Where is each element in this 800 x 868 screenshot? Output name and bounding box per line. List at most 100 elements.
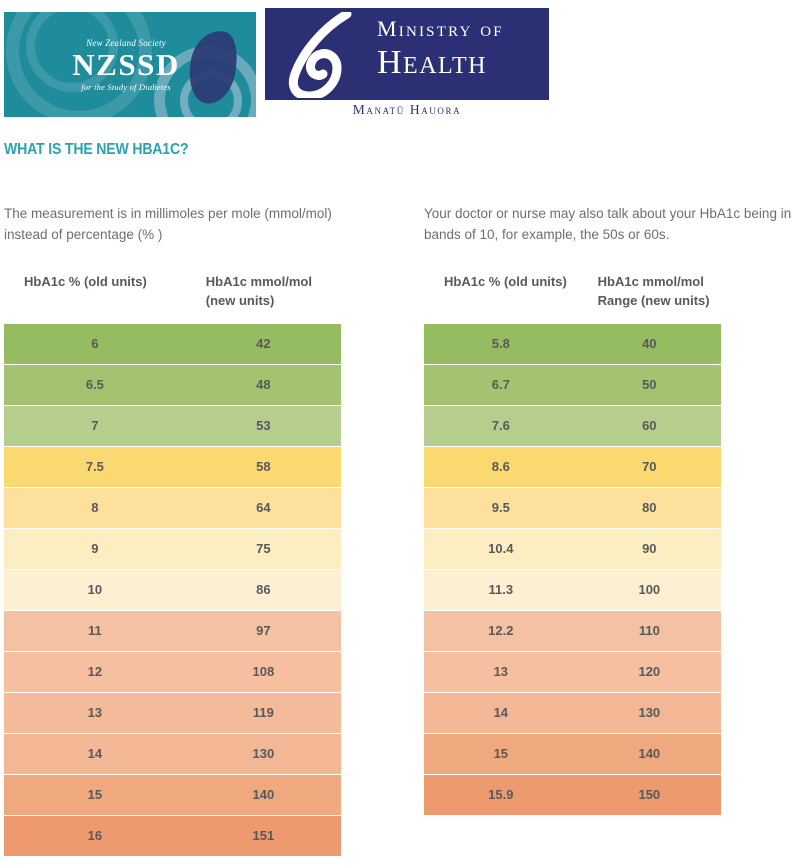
table-header-row: HbA1c % (old units) HbA1c mmol/mol Range… <box>424 258 721 324</box>
cell-old-units: 13 <box>424 651 578 693</box>
table-header-row: HbA1c % (old units) HbA1c mmol/mol (new … <box>4 258 341 324</box>
table-row: 13 120 <box>424 651 721 693</box>
table-row: 9 75 <box>4 528 341 570</box>
table-row: 16 151 <box>4 815 341 856</box>
cell-new-units: 70 <box>577 446 721 488</box>
page-title: WHAT IS THE NEW HBA1C? <box>4 141 189 158</box>
column-header-new-units: HbA1c mmol/mol (new units) <box>185 258 341 324</box>
table-row: 7.6 60 <box>424 405 721 447</box>
cell-old-units: 7 <box>4 405 186 447</box>
table-row: 10 86 <box>4 569 341 611</box>
cell-new-units: 140 <box>185 774 341 816</box>
table-row: 6.7 50 <box>424 364 721 406</box>
nzssd-acronym: NZSSD <box>72 47 180 82</box>
cell-new-units: 130 <box>577 692 721 734</box>
cell-new-units: 53 <box>185 405 341 447</box>
table-row: 8.6 70 <box>424 446 721 488</box>
ministry-of-health-logo: Ministry of Health <box>265 8 549 100</box>
table-row: 15 140 <box>4 774 341 816</box>
cell-new-units: 90 <box>577 528 721 570</box>
moh-maori-subtitle: Manatū Hauora <box>352 102 462 117</box>
moh-line-2: Health <box>377 44 487 81</box>
table-row: 9.5 80 <box>424 487 721 529</box>
cell-old-units: 6 <box>4 324 186 365</box>
cell-new-units: 75 <box>185 528 341 570</box>
cell-new-units: 64 <box>185 487 341 529</box>
column-header-old-units: HbA1c % (old units) <box>4 258 186 324</box>
nzssd-logo: New Zealand Society NZSSD for the Study … <box>4 12 256 117</box>
cell-old-units: 11.3 <box>424 569 578 611</box>
cell-old-units: 14 <box>4 733 186 775</box>
cell-new-units: 119 <box>185 692 341 734</box>
cell-old-units: 9 <box>4 528 186 570</box>
cell-new-units: 60 <box>577 405 721 447</box>
cell-old-units: 12 <box>4 651 186 693</box>
cell-new-units: 108 <box>185 651 341 693</box>
cell-old-units: 12.2 <box>424 610 578 652</box>
intro-text-left: The measurement is in millimoles per mol… <box>4 206 332 242</box>
nzssd-top-line: New Zealand Society <box>86 38 166 48</box>
cell-old-units: 15 <box>4 774 186 816</box>
cell-new-units: 86 <box>185 569 341 611</box>
cell-old-units: 14 <box>424 692 578 734</box>
table-row: 6 42 <box>4 324 341 365</box>
cell-old-units: 16 <box>87 828 103 843</box>
cell-old-units: 6.5 <box>4 364 186 406</box>
cell-old-units: 15 <box>424 733 578 775</box>
cell-old-units: 9.5 <box>424 487 578 529</box>
table-row: 8 64 <box>4 487 341 529</box>
cell-old-units: 6.7 <box>424 364 578 406</box>
cell-old-units: 13 <box>4 692 186 734</box>
conversion-table-header: HbA1c % (old units) HbA1c mmol/mol (new … <box>4 258 341 324</box>
nzssd-wordmark: New Zealand Society NZSSD for the Study … <box>46 38 206 92</box>
table-row: 7.5 58 <box>4 446 341 488</box>
cell-new-units: 120 <box>577 651 721 693</box>
bands-table-header: HbA1c % (old units) HbA1c mmol/mol Range… <box>424 258 721 324</box>
bands-table-body: 5.8 40 6.7 50 7.6 60 8.6 70 9.5 80 10.4 90 11.3 100 12… <box>424 324 721 815</box>
cell-new-units: 58 <box>185 446 341 488</box>
cell-old-units: 10.4 <box>424 528 578 570</box>
column-header-old-units: HbA1c % (old units) <box>424 258 578 324</box>
cell-new-units: 40 <box>577 324 721 365</box>
cell-new-units: 50 <box>577 364 721 406</box>
cell-old-units: 7.6 <box>424 405 578 447</box>
logo-band: New Zealand Society NZSSD for the Study … <box>0 0 800 120</box>
cell-old-units: 5.8 <box>424 324 578 365</box>
table-row: 15.9 150 <box>424 774 721 815</box>
cell-new-units: 150 <box>638 787 661 802</box>
table-row: 5.8 40 <box>424 324 721 365</box>
cell-new-units: 80 <box>577 487 721 529</box>
table-row: 12.2 110 <box>424 610 721 652</box>
table-row: 15 140 <box>424 733 721 775</box>
cell-new-units: 100 <box>577 569 721 611</box>
koru-swirl-icon <box>26 12 118 92</box>
nzssd-bottom-line: for the Study of Diabetes <box>81 82 171 92</box>
bands-table: HbA1c % (old units) HbA1c mmol/mol Range… <box>424 258 721 815</box>
cell-new-units: 97 <box>185 610 341 652</box>
conversion-table: HbA1c % (old units) HbA1c mmol/mol (new … <box>4 258 341 856</box>
table-row: 6.5 48 <box>4 364 341 406</box>
cell-old-units: 11 <box>4 610 186 652</box>
cell-new-units: 130 <box>185 733 341 775</box>
cell-new-units: 48 <box>185 364 341 406</box>
cell-new-units: 151 <box>252 828 275 843</box>
table-row: 14 130 <box>4 733 341 775</box>
table-row: 7 53 <box>4 405 341 447</box>
intro-text-right: Your doctor or nurse may also talk about… <box>424 206 792 242</box>
ministry-of-health-wordmark: Ministry of Health <box>377 18 543 80</box>
table-row: 13 119 <box>4 692 341 734</box>
cell-old-units: 8 <box>4 487 186 529</box>
column-header-new-units-range: HbA1c mmol/mol Range (new units) <box>577 258 721 324</box>
cell-old-units: 8.6 <box>424 446 578 488</box>
moh-line-1: Ministry of <box>377 16 504 41</box>
conversion-table-body: 6 42 6.5 48 7 53 7.5 58 8 64 9 75 10 86 11 97 12 108 13 119… <box>4 324 341 856</box>
cell-new-units: 110 <box>577 610 721 652</box>
table-row: 14 130 <box>424 692 721 734</box>
table-row: 11 97 <box>4 610 341 652</box>
koru-icon <box>288 12 352 98</box>
cell-new-units: 42 <box>185 324 341 365</box>
cell-old-units: 15.9 <box>488 787 514 802</box>
table-row: 12 108 <box>4 651 341 693</box>
table-row: 11.3 100 <box>424 569 721 611</box>
cell-old-units: 10 <box>4 569 186 611</box>
